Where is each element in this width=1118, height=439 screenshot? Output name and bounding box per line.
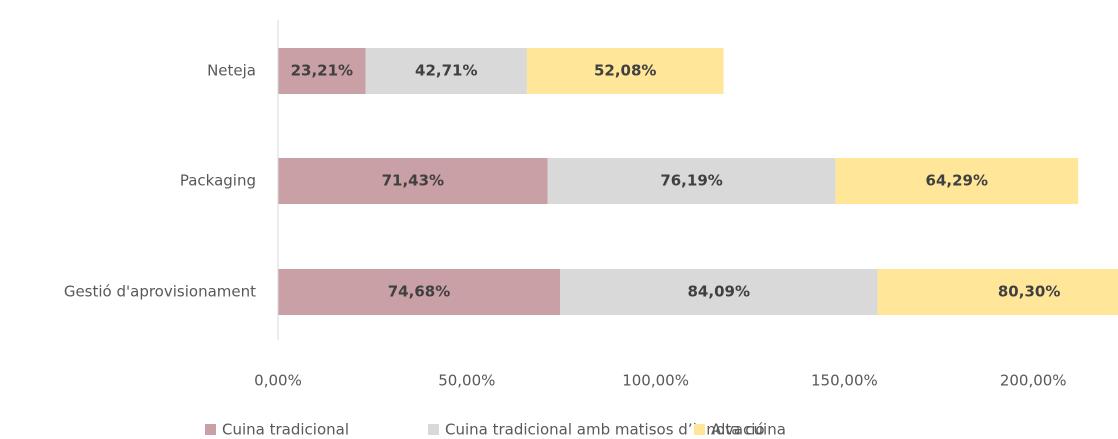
x-tick-label: 0,00% xyxy=(254,372,302,390)
bar-segment xyxy=(278,158,548,204)
y-tick-label: Packaging xyxy=(180,172,256,190)
bar-segment xyxy=(877,269,1118,315)
x-tick-label: 50,00% xyxy=(438,372,495,390)
x-tick-label: 100,00% xyxy=(622,372,689,390)
bar-segment xyxy=(526,48,724,94)
data-label: 52,08% xyxy=(594,62,656,80)
x-tick-label: 200,00% xyxy=(1000,372,1067,390)
data-label: 74,68% xyxy=(388,283,450,301)
data-label: 42,71% xyxy=(415,62,477,80)
data-label: 84,09% xyxy=(688,283,750,301)
legend-label: Cuina tradicional amb matisos d’innovaci… xyxy=(445,421,765,439)
bar-segment xyxy=(559,269,878,315)
data-label: 71,43% xyxy=(382,172,444,190)
y-tick-label: Gestió d'aprovisionament xyxy=(64,283,256,301)
data-label: 23,21% xyxy=(291,62,353,80)
bar-segment xyxy=(547,158,836,204)
legend-label: Cuina tradicional xyxy=(222,421,349,439)
legend-swatch xyxy=(428,424,439,435)
data-label: 80,30% xyxy=(998,283,1060,301)
data-label: 64,29% xyxy=(926,172,988,190)
bar-segment xyxy=(835,158,1079,204)
x-tick-label: 150,00% xyxy=(811,372,878,390)
legend-swatch xyxy=(205,424,216,435)
plot-area: 23,21% 42,71% 52,08% 71,43% 76,19% 64,29% 74,6… xyxy=(278,48,1118,315)
bar-segment xyxy=(278,269,560,315)
bar-segment xyxy=(365,48,527,94)
data-label: 76,19% xyxy=(660,172,722,190)
legend-swatch xyxy=(694,424,705,435)
legend-label: Alta cuina xyxy=(711,421,786,439)
bar-segment xyxy=(278,48,366,94)
y-tick-label: Neteja xyxy=(207,62,256,80)
